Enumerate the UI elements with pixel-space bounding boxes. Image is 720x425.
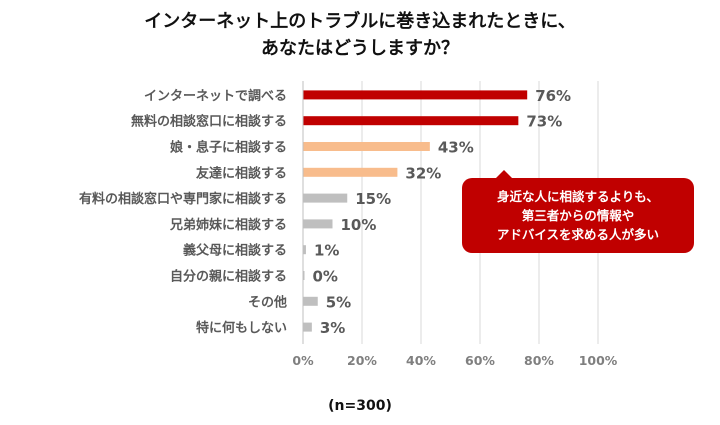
x-tick-label: 0% bbox=[292, 353, 314, 368]
category-label: その他 bbox=[248, 294, 287, 310]
x-tick-label: 80% bbox=[524, 353, 554, 368]
bar bbox=[303, 90, 528, 100]
data-label: 1% bbox=[314, 242, 339, 260]
bar bbox=[303, 142, 430, 151]
data-label: 10% bbox=[341, 216, 377, 234]
chart-title: インターネット上のトラブルに巻き込まれたときに、 あなたはどうしますか？ bbox=[0, 8, 720, 62]
data-label: 73% bbox=[526, 113, 562, 131]
bar bbox=[303, 167, 398, 177]
x-tick-label: 100% bbox=[579, 353, 618, 368]
data-label: 3% bbox=[320, 319, 345, 337]
title-line-1: インターネット上のトラブルに巻き込まれたときに、 bbox=[144, 11, 576, 32]
callout-line-1: 身近な人に相談するよりも、 bbox=[497, 189, 659, 204]
bar bbox=[303, 245, 306, 255]
category-label: インターネットで調べる bbox=[144, 88, 287, 104]
data-label: 76% bbox=[535, 87, 571, 105]
bar bbox=[303, 322, 312, 332]
callout-line-2: 第三者からの情報や bbox=[521, 208, 635, 223]
bar bbox=[303, 193, 348, 203]
data-label: 43% bbox=[438, 139, 474, 157]
category-label: 自分の親に相談する bbox=[170, 269, 287, 285]
category-label: 兄弟姉妹に相談する bbox=[169, 217, 287, 233]
category-label: 義父母に相談する bbox=[183, 243, 287, 259]
bar bbox=[303, 296, 318, 306]
sample-size-note: (n=300) bbox=[328, 398, 392, 414]
x-tick-label: 60% bbox=[465, 353, 495, 368]
data-label: 32% bbox=[405, 164, 441, 182]
x-tick-label: 20% bbox=[347, 353, 377, 368]
data-label: 0% bbox=[313, 268, 338, 286]
bar bbox=[303, 271, 305, 280]
category-label: 特に何もしない bbox=[196, 320, 287, 336]
data-label: 5% bbox=[326, 293, 351, 311]
callout-line-3: アドバイスを求める人が多い bbox=[496, 227, 660, 242]
x-tick-label: 40% bbox=[406, 353, 436, 368]
title-line-2: あなたはどうしますか？ bbox=[261, 38, 459, 59]
callout-box: 身近な人に相談するよりも、 第三者からの情報や アドバイスを求める人が多い bbox=[462, 178, 694, 253]
category-label: 有料の相談窓口や専門家に相談する bbox=[79, 191, 287, 207]
category-label: 友達に相談する bbox=[196, 165, 287, 181]
category-label: 娘・息子に相談する bbox=[170, 140, 287, 156]
bar bbox=[303, 219, 333, 229]
bar bbox=[303, 116, 519, 126]
data-label: 15% bbox=[355, 190, 391, 208]
callout-pointer bbox=[494, 170, 514, 180]
category-label: 無料の相談窓口に相談する bbox=[131, 114, 287, 130]
